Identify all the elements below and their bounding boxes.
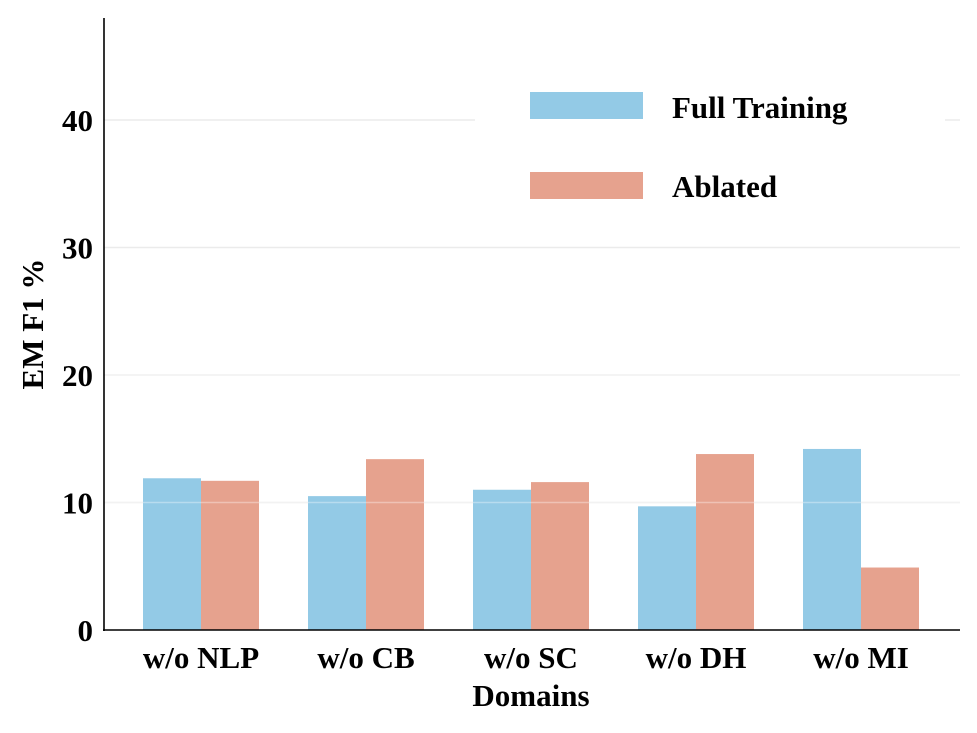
x-tick-label: w/o DH bbox=[646, 640, 747, 675]
x-tick-label: w/o CB bbox=[317, 640, 414, 675]
bar-ablated bbox=[531, 482, 589, 630]
y-tick-label: 20 bbox=[62, 358, 93, 393]
x-axis-title: Domains bbox=[472, 678, 589, 713]
bar-full-training bbox=[638, 506, 696, 630]
x-tick-label: w/o SC bbox=[484, 640, 578, 675]
legend-label-full-training: Full Training bbox=[672, 90, 848, 125]
bar-ablated bbox=[201, 480, 259, 630]
y-tick-label: 10 bbox=[62, 486, 93, 521]
y-tick-label: 30 bbox=[62, 231, 93, 266]
legend-swatch-full-training bbox=[530, 92, 643, 119]
y-tick-label: 40 bbox=[62, 103, 93, 138]
x-tick-label: w/o MI bbox=[813, 640, 909, 675]
legend: Full Training Ablated bbox=[475, 70, 945, 230]
legend-label-ablated: Ablated bbox=[672, 169, 777, 204]
y-tick-labels: 0 10 20 30 40 bbox=[62, 103, 93, 648]
bar-full-training bbox=[143, 478, 201, 630]
bar-ablated bbox=[861, 567, 919, 630]
bar-ablated bbox=[696, 454, 754, 630]
legend-swatch-ablated bbox=[530, 172, 643, 199]
y-axis-title: EM F1 % bbox=[15, 259, 50, 390]
x-tick-labels: w/o NLP w/o CB w/o SC w/o DH w/o MI bbox=[143, 640, 909, 675]
x-tick-label: w/o NLP bbox=[143, 640, 259, 675]
bar-full-training bbox=[308, 496, 366, 630]
bar-full-training bbox=[803, 448, 861, 630]
bar-full-training bbox=[473, 489, 531, 630]
bars bbox=[104, 374, 960, 630]
axes bbox=[103, 18, 960, 631]
bar-ablated bbox=[366, 459, 424, 630]
y-tick-label: 0 bbox=[78, 613, 94, 648]
